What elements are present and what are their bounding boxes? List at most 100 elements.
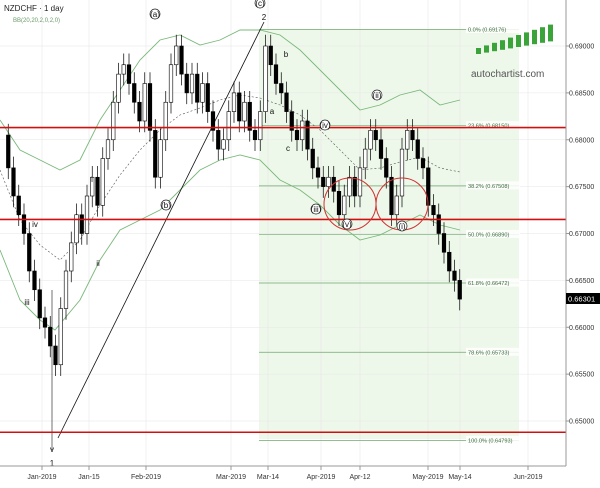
candle-down [415,139,420,159]
grid-layer [0,0,566,466]
candle-up [69,242,74,272]
autochartist-bars-icon [476,24,553,54]
logo-bar [492,42,497,52]
wave-label: b [284,50,289,59]
candle-down [137,101,142,122]
candle-down [420,158,426,169]
wave-label-circle [310,203,322,215]
candle-down [373,130,378,141]
candle-down [426,167,431,206]
y-tick-label: 0.65500 [569,372,594,379]
fib-label-bg [466,229,520,238]
wave-label: (iv) [319,121,330,130]
candle-up [163,101,168,141]
candle-up [74,214,79,244]
price-tag-box [566,293,600,304]
candle-down [48,326,53,347]
fib-label-bg [466,347,520,356]
bollinger-middle [0,94,461,261]
wave-label-circle [254,0,266,9]
candle-down [431,205,436,216]
candle-up [342,195,347,216]
logo-bar [500,40,505,50]
wave-label: (iii) [311,205,322,214]
candle-down [195,73,200,103]
x-tick-label: Mar-2019 [216,474,246,481]
y-tick-label: 0.69000 [569,44,594,51]
x-axis: Jan-2019 Jan-15 Feb-2019 Mar-2019 Mar-14 Apr-… [27,466,543,481]
candle-down [126,64,132,84]
wave-label-circle [319,119,331,131]
logo-bar [484,45,489,53]
candle-up [90,176,95,197]
candle-up [105,139,111,159]
candle-up [263,45,268,112]
logo-bar [548,24,553,42]
wave-label: 2 [262,13,267,22]
candle-down [27,233,32,272]
candle-down [179,45,184,75]
fib-level-label: 78.6% (0.65733) [468,350,509,356]
fib-label-bg [466,278,520,287]
fib-label-bg [466,435,520,444]
candle-up [63,270,69,309]
candle-up [363,148,368,169]
candle-down [310,148,315,169]
candle-down [268,45,273,66]
candle-up [357,167,363,197]
candle-down [284,92,289,112]
candle-down [32,270,37,291]
wave-label: (c) [255,0,265,8]
wave-label: i [91,175,93,184]
logo-bar [476,48,481,54]
candle-down [11,167,16,197]
candle-down [184,73,189,94]
wave-label: v [50,445,54,454]
candle-down [384,158,389,178]
fib-level-label: 0.0% (0.69176) [468,28,506,34]
candle-up [142,83,147,122]
candle-down [247,101,252,131]
candle-down [252,130,258,141]
candle-up [242,101,247,122]
candle-down [410,130,415,141]
wave-label: (v) [342,220,352,229]
wave-label: iv [32,220,38,229]
wave-label: (b) [161,201,171,210]
candle-up [300,120,305,141]
wave-label: c [286,144,290,153]
y-tick-label: 0.66000 [569,325,594,332]
candle-up [111,101,116,141]
current-price-tag: 0.66301 [566,293,600,304]
price-tag-text: 0.66301 [568,295,595,304]
fib-label-bg [466,181,520,190]
fib-level-label: 23.6% (0.68150) [468,124,509,130]
candle-down [315,167,321,178]
candle-down [153,130,158,178]
x-tick-label: Jan-15 [78,474,100,481]
fib-level-label: 50.0% (0.66890) [468,232,509,238]
candle-down [273,64,279,84]
candle-down [42,317,48,328]
candle-down [447,251,452,272]
trend-lines [51,21,265,450]
candle-down [457,280,462,300]
x-tick-label: Feb-2019 [131,474,161,481]
resistance-levels [0,126,566,434]
candle-down [321,176,326,187]
x-tick-label: Apr-12 [349,474,370,481]
indicator-label: BB(20,20,2,0,2,0) [13,18,60,24]
x-tick-label: May-14 [448,474,471,481]
y-tick-label: 0.65000 [569,419,594,426]
logo-bar [524,32,529,46]
candle-up [158,139,163,178]
bollinger-bands [0,29,461,331]
fib-label-bg [466,25,520,33]
candle-up [394,195,399,216]
y-tick-label: 0.68500 [569,90,594,97]
y-tick-label: 0.67000 [569,231,594,238]
logo-bar [508,37,513,49]
candle-up [84,195,90,234]
